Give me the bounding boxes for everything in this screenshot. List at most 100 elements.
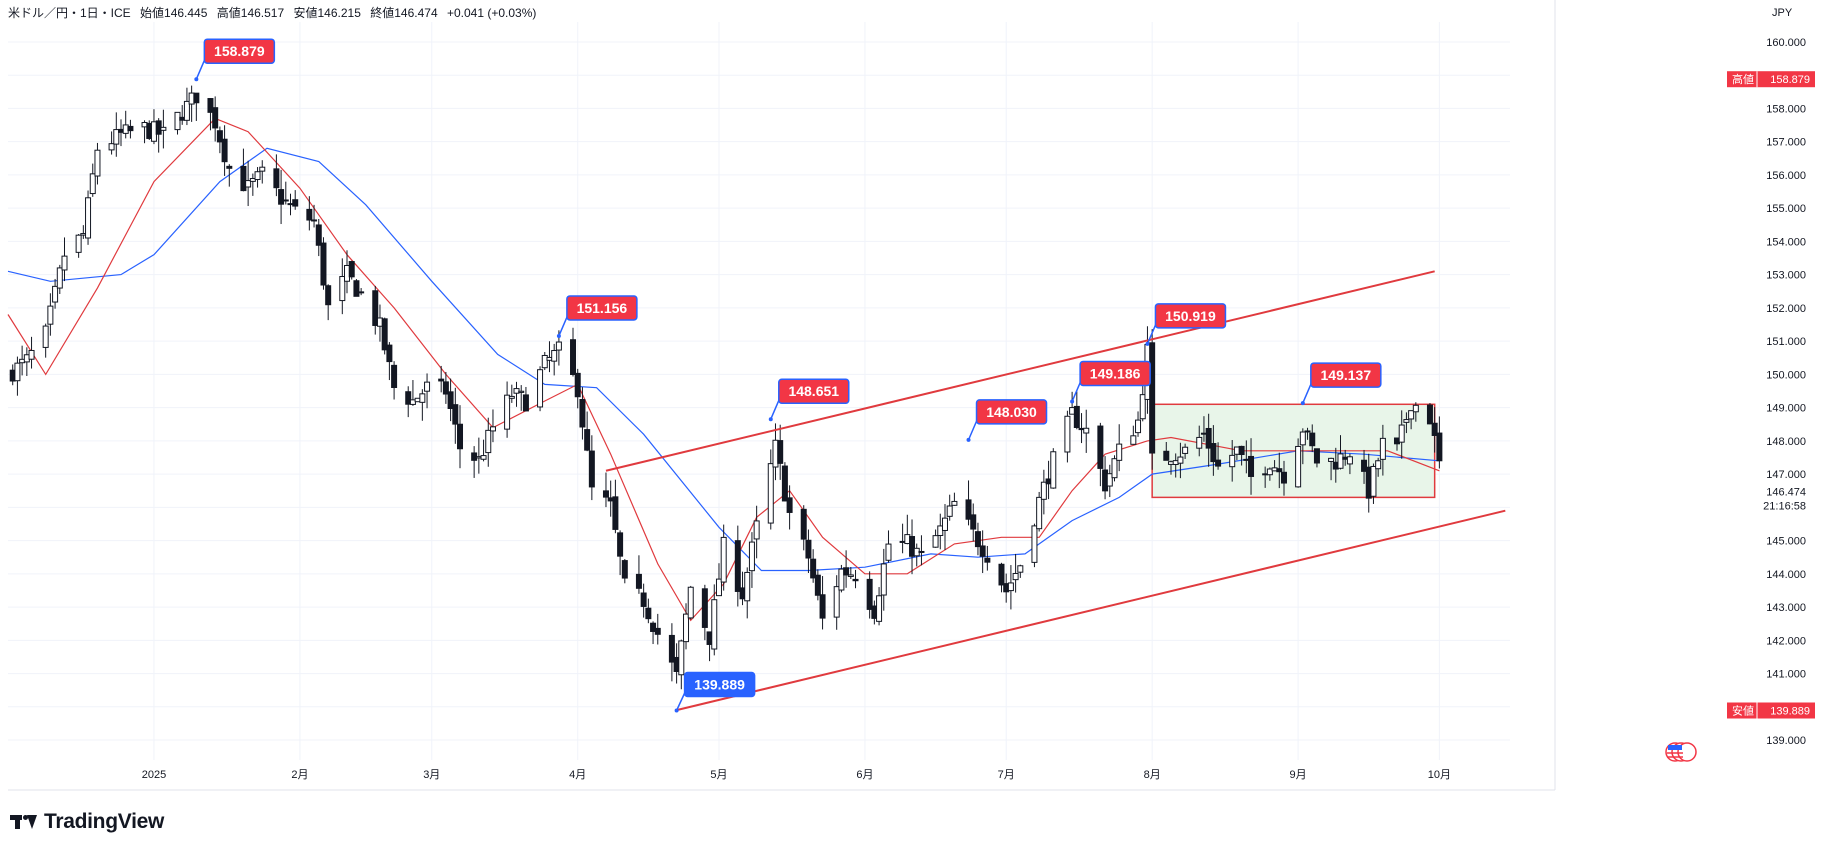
candle-body [1266,468,1273,476]
candle-body [1280,471,1287,484]
candle-body [1205,427,1212,449]
annotation-anchor [1070,399,1075,404]
annotation-anchor [1145,341,1150,346]
candle-body [518,390,525,393]
candle-body [1361,459,1368,472]
candle-body [838,568,845,591]
candle-body [522,394,529,412]
x-tick-label: 5月 [710,769,727,781]
grid [8,22,1510,760]
candle-body [193,92,200,104]
y-tick-label: 149.000 [1766,403,1806,415]
price-tag-value: 139.889 [1770,706,1810,718]
price-tag-bg [1727,71,1815,88]
candle-body [386,344,393,363]
candle-body [1064,415,1071,453]
y-tick-label: 142.000 [1766,635,1806,647]
price-tag-bg [1727,702,1815,719]
candle-body [240,165,247,192]
candle-body [183,100,190,121]
y-tick-label: 157.000 [1766,137,1806,149]
candle-body [1149,342,1156,454]
candle-body [645,607,652,620]
candle-body [635,573,642,589]
candle-body [207,98,214,113]
price-tag-name: 安値 [1732,704,1754,718]
symbol-info[interactable]: 米ドル／円・1日・ICE [8,6,131,20]
annotations-layer: 158.879 151.156 148.651 148.030 149.186 150.9… [194,38,1382,713]
candle-body [866,578,873,610]
price-axis[interactable]: 139.000140.000141.000142.000143.000144.0… [1554,0,1820,790]
candle-body [1295,445,1302,488]
channel-lower-line[interactable] [676,509,1506,712]
price-chart[interactable]: 158.879 151.156 148.651 148.030 149.186 150.9… [0,0,1826,800]
candle-body [259,166,266,172]
y-tick-label: 155.000 [1766,203,1806,215]
y-tick-label: 143.000 [1766,602,1806,614]
y-tick-label: 150.000 [1766,369,1806,381]
high-value: 高値146.517 [216,6,285,20]
y-tick-label: 144.000 [1766,569,1806,581]
candle-body [574,372,581,398]
candle-body [941,517,948,531]
candle-body [1135,419,1142,434]
candle-body [932,535,939,548]
candle-body [442,381,449,395]
tradingview-brand[interactable]: TradingView [10,810,164,834]
price-tag-value: 158.879 [1770,74,1810,86]
candle-body [56,267,63,289]
annotation-anchor [674,708,679,713]
candle-body [1426,404,1433,425]
trend-lines-layer[interactable] [605,270,1506,712]
x-tick-label: 6月 [856,769,873,781]
channel-upper-line[interactable] [605,270,1435,472]
y-tick-label: 158.000 [1766,103,1806,115]
change-value: +0.041 (+0.03%) [446,6,537,20]
us-flag-icon[interactable] [1665,742,1697,762]
currency-label[interactable]: JPY [1772,7,1793,19]
candle-body [753,520,760,540]
y-tick-label: 160.000 [1766,37,1806,49]
annotation-label: 158.879 [214,43,265,59]
moving-average-long [7,147,1440,572]
candle-body [555,341,562,351]
candle-body [1012,572,1019,581]
low-value: 安値146.215 [293,6,361,20]
candle-body [1309,432,1316,447]
candle-body [381,318,388,351]
chart-header: 米ドル／円・1日・ICE 始値146.445 高値146.517 安値146.2… [8,4,542,21]
y-tick-label: 156.000 [1766,170,1806,182]
candle-body [113,129,120,145]
y-tick-label: 152.000 [1766,303,1806,315]
countdown-label: 21:16:58 [1763,501,1806,513]
candle-body [1083,427,1090,434]
candle-body [876,595,883,622]
candle-body [819,594,826,619]
y-tick-label: 139.000 [1766,735,1806,747]
y-tick-label: 148.000 [1766,436,1806,448]
candle-body [909,536,916,557]
candle-body [292,199,299,207]
candle-body [221,138,228,163]
candle-body [1182,446,1189,454]
candle-body [1403,419,1410,423]
time-axis[interactable]: 2025 2月 3月 4月 5月 6月 7月 8月 9月 10月 [8,769,1555,791]
candle-body [353,280,360,297]
annotation-label: 148.030 [986,404,1037,420]
candle-body [1210,443,1217,463]
candle-body [85,197,92,239]
candle-body [1431,422,1438,436]
annotation-box [203,38,276,64]
candle-body [880,563,887,596]
candle-body [1017,565,1024,573]
candle-body [94,149,101,177]
candle-body [405,391,412,405]
annotation-label: 149.186 [1090,365,1141,381]
candle-body [979,545,986,557]
candle-body [1040,481,1047,500]
candle-body [1106,473,1113,487]
candle-body [767,463,774,524]
candle-body [805,539,812,559]
candle-body [786,497,793,513]
candle-body [1346,456,1353,465]
